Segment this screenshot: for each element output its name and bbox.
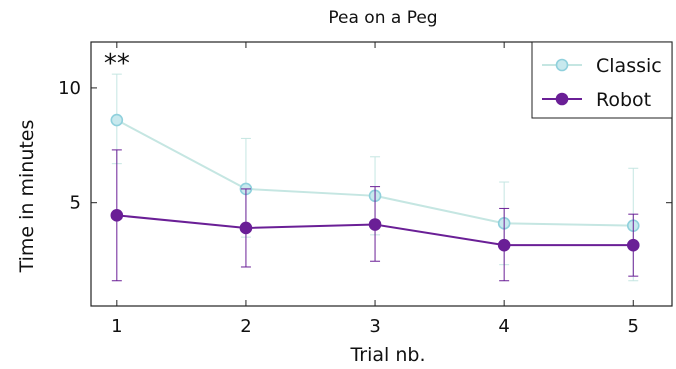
x-tick-label: 3 xyxy=(369,316,380,337)
legend: Classic Robot xyxy=(531,41,673,119)
chart-title: Pea on a Peg xyxy=(328,8,437,28)
legend-marker-robot xyxy=(555,92,569,106)
legend-label-classic: Classic xyxy=(596,55,662,77)
data-point-robot xyxy=(239,221,253,235)
x-axis-label: Trial nb. xyxy=(349,344,425,366)
legend-label-robot: Robot xyxy=(596,89,651,111)
data-point-classic xyxy=(110,113,124,127)
y-axis-label: Time in minutes xyxy=(16,120,38,274)
y-tick-label: 5 xyxy=(70,193,81,214)
legend-marker-classic xyxy=(555,58,569,72)
x-tick-label: 2 xyxy=(240,316,251,337)
x-tick-label: 5 xyxy=(628,316,639,337)
x-tick-label: 4 xyxy=(498,316,509,337)
significance-annotation: ** xyxy=(104,49,130,79)
legend-box xyxy=(531,41,673,119)
y-tick-label: 10 xyxy=(58,78,81,99)
data-point-robot xyxy=(368,218,382,231)
plot-area: 1 2 3 4 5 5 10 ** Classic Robot xyxy=(58,41,673,337)
x-tick-label: 1 xyxy=(111,316,122,337)
plot-frame xyxy=(90,41,673,307)
data-point-robot xyxy=(497,238,511,252)
series-robot xyxy=(110,149,640,282)
data-point-robot xyxy=(626,238,640,252)
data-point-robot xyxy=(110,209,124,222)
